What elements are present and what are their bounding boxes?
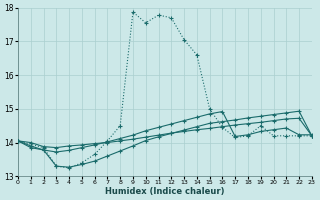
X-axis label: Humidex (Indice chaleur): Humidex (Indice chaleur) (105, 187, 225, 196)
